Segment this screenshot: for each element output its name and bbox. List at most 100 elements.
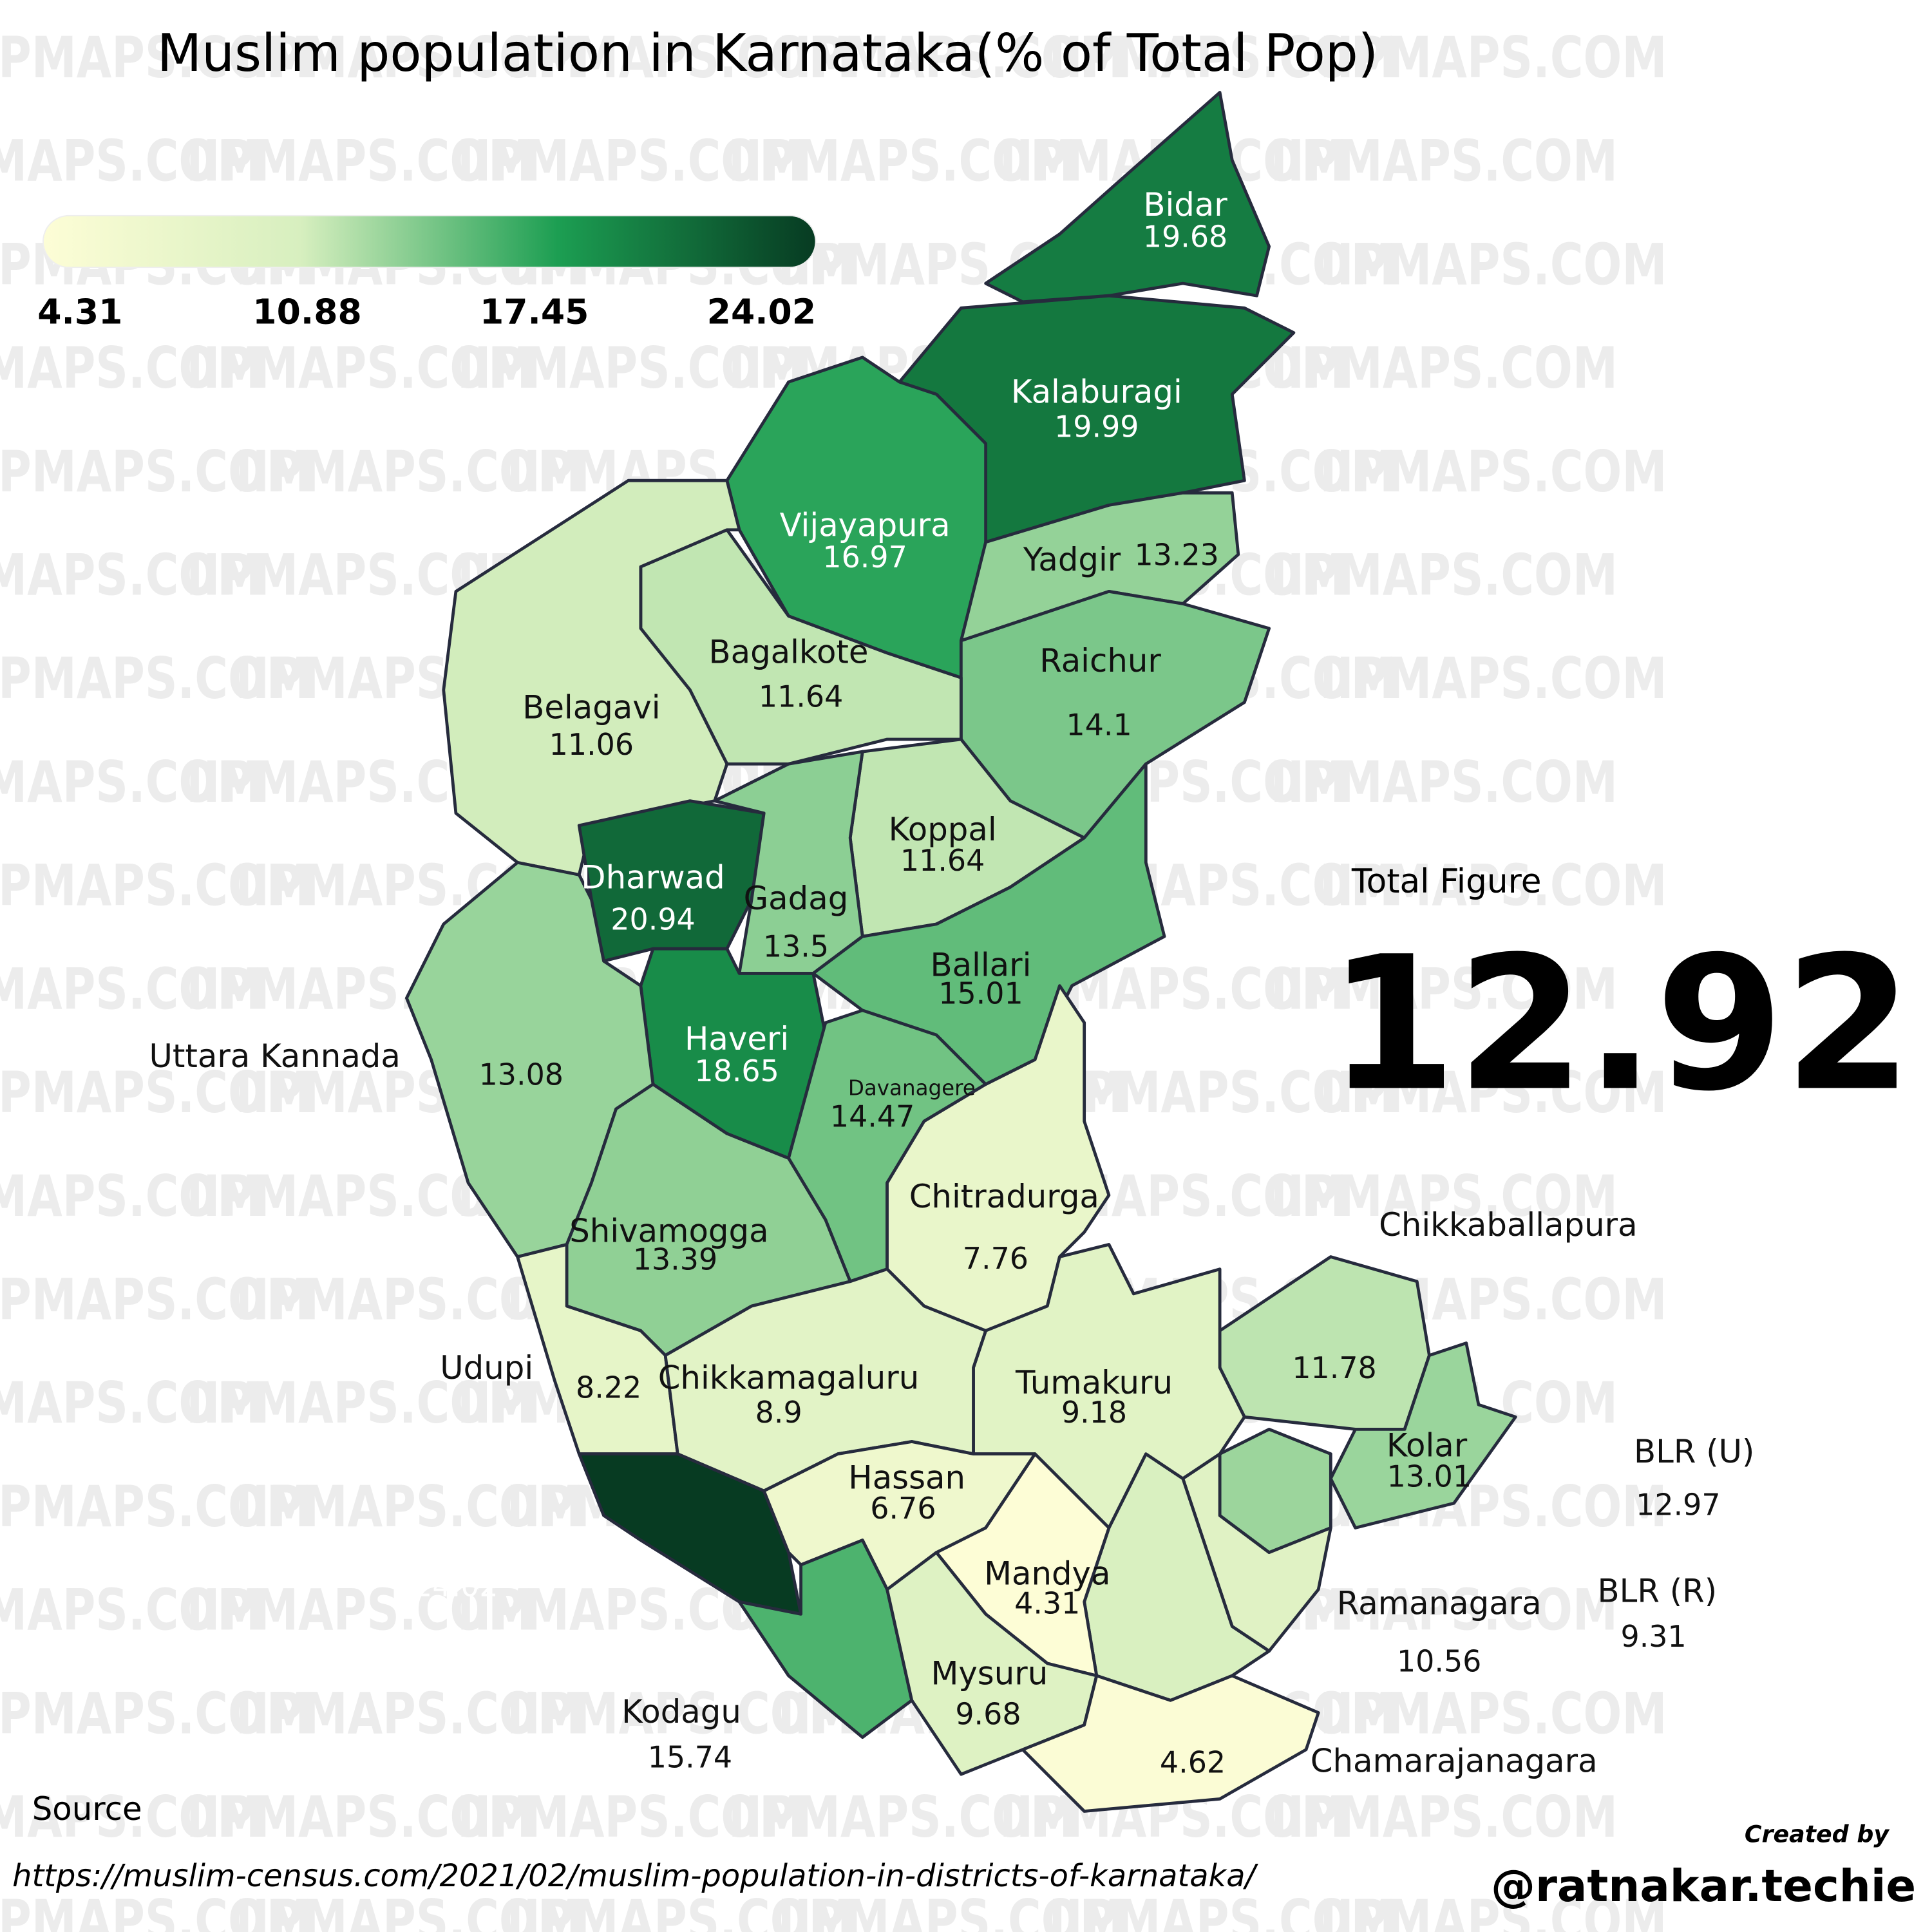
district-value: 7.76	[963, 1241, 1028, 1276]
watermark: IIPMAPS.COM	[0, 24, 312, 91]
district	[442, 478, 741, 876]
total-value: 12.92	[1328, 916, 1913, 1132]
district-value: 18.65	[694, 1054, 779, 1088]
watermark: IIPMAPS.COM	[1271, 335, 1618, 401]
district-value: 9.18	[1061, 1395, 1127, 1430]
district-value: 13.23	[1134, 537, 1218, 572]
watermark: IIPMAPS.COM	[0, 1784, 262, 1850]
district-name: Vijayapura	[780, 506, 951, 544]
district-name: BLR (R)	[1598, 1572, 1718, 1609]
source-url: https://muslim-census.com/2021/02/muslim…	[12, 1859, 1258, 1894]
district-value: 9.68	[955, 1697, 1021, 1732]
district-name: BLR (U)	[1634, 1433, 1754, 1470]
district-name: Kalaburagi	[1011, 374, 1182, 411]
district	[1021, 1674, 1320, 1813]
watermark: IIPMAPS.COM	[0, 1059, 312, 1126]
districts	[404, 91, 1517, 1813]
watermark: IIPMAPS.COM	[0, 128, 262, 194]
watermark: IIPMAPS.COM	[1320, 24, 1667, 91]
district-name: Raichur	[1039, 642, 1161, 679]
district-name: Koppal	[889, 811, 997, 848]
legend-tick-label: 17.45	[480, 292, 589, 332]
watermark: IIPMAPS.COM	[0, 335, 262, 401]
watermark: IIPMAPS.COM	[1271, 749, 1618, 815]
watermark: IIPMAPS.COM	[1271, 956, 1618, 1023]
watermark: IIPMAPS.COM	[0, 1473, 312, 1540]
watermark: IIPMAPS.COM	[1320, 1059, 1667, 1126]
watermark: IIPMAPS.COM	[457, 1784, 804, 1850]
district-value: 10.56	[1397, 1643, 1481, 1678]
district-name: Chikkaballapura	[1379, 1206, 1637, 1244]
district-name: Kolar	[1387, 1427, 1468, 1464]
legend-bar	[43, 214, 817, 269]
district-value: 4.31	[1014, 1586, 1080, 1620]
watermark: IIPMAPS.COM	[1320, 232, 1667, 298]
watermark: IIPMAPS.COM	[1271, 542, 1618, 609]
district-name: Davanagere	[848, 1075, 976, 1100]
legend-tick-label: 10.88	[252, 292, 361, 332]
watermark: IIPMAPS.COM	[0, 645, 312, 712]
district-name: Gadag	[744, 880, 849, 917]
district	[1329, 1341, 1517, 1530]
watermark: IIPMAPS.COM	[186, 128, 533, 194]
district-value: 15.74	[648, 1740, 732, 1775]
district-value: 11.64	[900, 843, 985, 878]
district-name: Chikkamagaluru	[658, 1359, 920, 1396]
watermark: IIPMAPS.COM	[0, 1577, 262, 1643]
watermark: IIPMAPS.COM	[0, 1370, 262, 1436]
district-name: Mandya	[984, 1555, 1110, 1593]
watermark: IIPMAPS.COM	[1048, 1059, 1396, 1126]
total-label: Total Figure	[1351, 862, 1542, 901]
district	[725, 355, 988, 679]
watermark: IIPMAPS.COM	[457, 128, 804, 194]
watermark: IIPMAPS.COM	[186, 335, 533, 401]
watermark: IIPMAPS.COM	[1320, 645, 1667, 712]
district-name: Mysuru	[931, 1655, 1048, 1692]
district-name: Chamarajanagara	[1311, 1742, 1598, 1779]
district	[984, 91, 1271, 304]
watermark: IIPMAPS.COM	[0, 1267, 312, 1333]
district-name: Kodagu	[621, 1693, 741, 1730]
watermark: IIPMAPS.COM	[1320, 439, 1667, 505]
watermark: IIPMAPS.COM	[1320, 1888, 1667, 1932]
district-value: 14.47	[830, 1099, 914, 1134]
district-name: Dharwad	[581, 859, 724, 896]
district-value: 15.01	[938, 976, 1023, 1010]
watermark: IIPMAPS.COM	[236, 1473, 583, 1540]
district-value: 8.9	[755, 1395, 802, 1430]
district-value: 19.99	[1054, 409, 1139, 444]
watermark: IIPMAPS.COM	[1048, 1888, 1396, 1932]
watermark: IIPMAPS.COM	[728, 1784, 1075, 1850]
watermark: IIPMAPS.COM	[0, 956, 262, 1023]
watermark: IIPMAPS.COM	[0, 439, 312, 505]
district-value: 13.39	[633, 1242, 717, 1277]
watermark: IIPMAPS.COM	[1048, 24, 1396, 91]
watermark: IIPMAPS.COM	[1271, 128, 1618, 194]
district-value: 20.94	[611, 902, 695, 937]
district-name: Ramanagara	[1337, 1584, 1542, 1622]
watermark: IIPMAPS.COM	[728, 128, 1075, 194]
credit-label: Created by	[1745, 1821, 1889, 1848]
district-name: Bagalkote	[708, 633, 868, 670]
watermark: IIPMAPS.COM	[777, 1888, 1124, 1932]
credit-handle: @ratnakar.techie	[1491, 1861, 1916, 1912]
district-name: Yadgir	[1023, 541, 1121, 578]
watermark: IIPMAPS.COM	[1271, 1163, 1618, 1229]
watermark: IIPMAPS.COM	[777, 24, 1124, 91]
district-name: Chitradurga	[909, 1178, 1099, 1215]
watermark: IIPMAPS.COM	[507, 24, 854, 91]
district-name: Shivamogga	[569, 1213, 768, 1250]
district-name: Dakshina Kannada	[287, 1531, 585, 1569]
district-name: Uttara Kannada	[149, 1037, 400, 1075]
legend-tick-label: 24.02	[707, 292, 816, 332]
legend-tick-label: 4.31	[37, 292, 122, 332]
watermark: IIPMAPS.COM	[457, 335, 804, 401]
district-value: 12.97	[1636, 1487, 1720, 1522]
watermark: IIPMAPS.COM	[0, 1163, 262, 1229]
district-name: Belagavi	[522, 689, 660, 726]
watermark: IIPMAPS.COM	[507, 1888, 854, 1932]
district-value: 13.01	[1387, 1459, 1472, 1493]
district-value: 6.76	[870, 1491, 936, 1526]
